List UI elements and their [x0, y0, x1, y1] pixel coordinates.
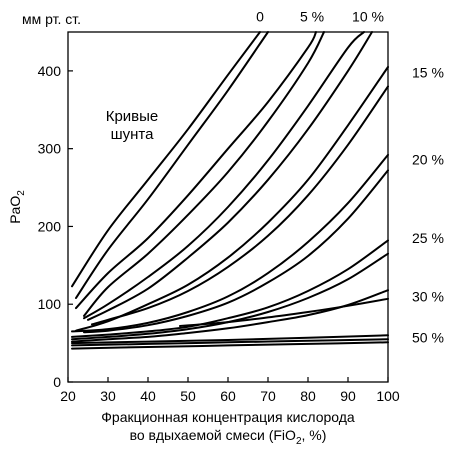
shunt-curve [179, 297, 389, 327]
x-tick-label: 20 [60, 388, 76, 404]
shunt-curve [83, 31, 325, 317]
shunt-curve [75, 31, 317, 310]
curve-label: 50 % [412, 330, 444, 346]
x-tick-label: 40 [140, 388, 156, 404]
shunt-curve [71, 341, 389, 350]
shunt-curve [91, 85, 389, 326]
curve-label: 25 % [412, 230, 444, 246]
x-axis-title-line2: во вдыхаемой смеси (FiO2, %) [130, 427, 327, 447]
shunt-curve [71, 334, 389, 345]
curve-label: 0 [256, 8, 264, 24]
shunt-curves [71, 31, 389, 350]
y-tick-label: 300 [38, 141, 62, 157]
shunt-curve [87, 31, 373, 321]
x-axis-title-line1: Фракционная концентрация кислорода [101, 409, 355, 425]
y-axis-title-main: PaO [7, 196, 23, 224]
shunt-annotation-line2: шунта [111, 126, 155, 143]
x-tick-label: 60 [220, 388, 236, 404]
y-tick-label: 100 [38, 296, 62, 312]
y-tick-label: 200 [38, 218, 62, 234]
y-tick-label: 0 [53, 374, 61, 390]
shunt-curve [71, 31, 261, 288]
x-tick-label: 70 [260, 388, 276, 404]
shunt-curve [75, 31, 269, 299]
curve-label: 30 % [412, 288, 444, 304]
x-axis-title-line2-post: , %) [302, 427, 327, 443]
curve-label: 10 % [352, 8, 384, 24]
axis-ticks: 20 30 40 50 60 70 80 90 100 0 100 200 300 400 [38, 63, 400, 404]
y-tick-label: 400 [38, 63, 62, 79]
x-axis-title-line2-pre: во вдыхаемой смеси (FiO [130, 427, 296, 443]
units-label: мм рт. ст. [22, 11, 81, 27]
x-tick-label: 30 [100, 388, 116, 404]
shunt-curve [71, 338, 389, 347]
shunt-curve [71, 239, 389, 338]
x-axis-title-line2-subscript: 2 [296, 436, 302, 447]
curve-label: 5 % [300, 8, 324, 24]
shunt-curve [71, 153, 389, 333]
curve-labels: 0 5 % 10 % 15 % 20 % 25 % 30 % 50 % [256, 8, 444, 345]
x-tick-label: 80 [300, 388, 316, 404]
x-tick-label: 90 [340, 388, 356, 404]
shunt-curve [83, 169, 389, 334]
curve-label: 15 % [412, 64, 444, 80]
x-tick-label: 50 [180, 388, 196, 404]
y-axis-title-subscript: 2 [16, 190, 27, 196]
shunt-annotation-line1: Кривые [106, 108, 159, 125]
curve-label: 20 % [412, 152, 444, 168]
x-tick-label: 100 [376, 388, 400, 404]
y-axis-title: PaO2 [7, 190, 27, 224]
shunt-curve [83, 31, 365, 320]
